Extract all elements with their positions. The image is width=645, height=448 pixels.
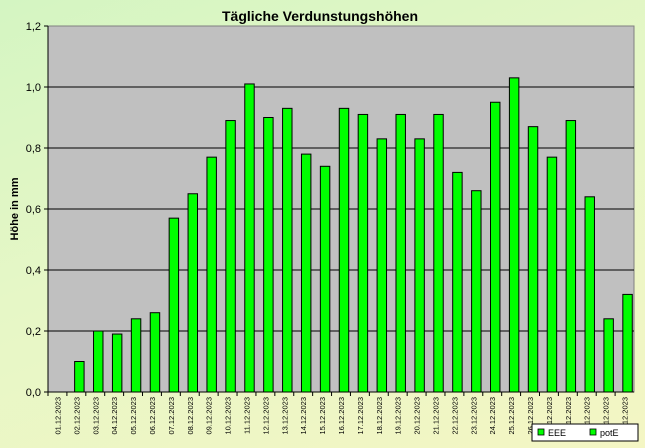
chart-title: Tägliche Verdunstungshöhen: [222, 8, 418, 24]
x-tick-label: 26.12.2023: [526, 397, 535, 435]
bar-potE: [622, 293, 633, 393]
bar-potE: [206, 156, 217, 393]
x-tick-label: 20.12.2023: [413, 397, 422, 435]
bar-potE: [376, 138, 388, 393]
bar-potE: [93, 330, 104, 393]
legend-swatch-eee: [537, 428, 545, 436]
x-tick-label: 29.12.2023: [583, 397, 592, 435]
bar-potE: [111, 333, 123, 393]
x-tick-label: 15.12.2023: [318, 397, 327, 435]
x-tick-label: 27.12.2023: [545, 397, 554, 435]
legend-label-pote: potE: [600, 428, 619, 438]
bar-potE: [263, 117, 274, 393]
x-tick-label: 01.12.2023: [53, 397, 62, 435]
bar-potE: [527, 126, 539, 393]
bar-potE: [546, 156, 558, 393]
x-tick-label: 30.12.2023: [602, 397, 611, 435]
bar-potE: [452, 171, 463, 393]
x-tick-label: 08.12.2023: [186, 397, 195, 435]
bar-potE: [471, 190, 482, 393]
x-tick-label: 11.12.2023: [242, 397, 251, 434]
bar-potE: [508, 77, 520, 393]
y-tick-label: 0,2: [26, 326, 41, 338]
x-tick-label: 19.12.2023: [394, 397, 403, 435]
y-tick-label: 0,6: [26, 204, 41, 216]
bar-potE: [433, 113, 444, 393]
bar-potE: [603, 318, 614, 393]
x-tick-label: 12.12.2023: [261, 397, 270, 435]
bar-potE: [584, 196, 595, 393]
bar-potE: [395, 113, 406, 393]
x-tick-label: 17.12.2023: [356, 397, 365, 435]
legend: [531, 423, 639, 442]
bar-potE: [490, 101, 501, 393]
bar-potE: [130, 318, 142, 393]
x-tick-label: 16.12.2023: [337, 397, 346, 435]
bar-potE: [338, 107, 350, 393]
y-tick-label: 0,8: [26, 143, 41, 155]
bar-potE: [225, 120, 236, 393]
x-tick-label: 05.12.2023: [129, 397, 138, 435]
x-tick-label: 25.12.2023: [507, 397, 516, 435]
legend-swatch-pote: [589, 428, 597, 436]
y-tick-label: 1,2: [26, 21, 41, 33]
x-tick-label: 18.12.2023: [375, 397, 384, 435]
bar-potE: [244, 83, 255, 393]
x-tick-label: 21.12.2023: [432, 397, 441, 435]
x-tick-label: 02.12.2023: [72, 397, 81, 435]
y-axis-label: Höhe in mm: [9, 177, 21, 240]
y-tick-label: 0,0: [26, 387, 41, 399]
bar-potE: [319, 165, 331, 393]
y-tick-label: 1,0: [26, 82, 41, 94]
bar-potE: [414, 138, 425, 393]
x-tick-label: 10.12.2023: [224, 397, 233, 435]
x-tick-label: 09.12.2023: [205, 397, 214, 435]
legend-label-eee: EEE: [548, 428, 566, 438]
bar-potE: [168, 217, 180, 393]
bar-potE: [282, 107, 293, 393]
x-tick-label: 23.12.2023: [469, 397, 478, 435]
x-tick-label: 07.12.2023: [167, 397, 176, 435]
x-tick-label: 14.12.2023: [299, 397, 308, 435]
bar-potE: [300, 153, 312, 393]
bar-potE: [187, 193, 198, 393]
bar-potE: [357, 113, 369, 393]
bar-potE: [149, 312, 161, 393]
x-tick-label: 24.12.2023: [488, 397, 497, 435]
x-tick-label: 22.12.2023: [450, 397, 459, 435]
y-tick-label: 0,4: [26, 265, 41, 277]
x-tick-label: 04.12.2023: [110, 397, 119, 435]
x-tick-label: 31.12.2023: [621, 397, 630, 435]
x-tick-label: 03.12.2023: [91, 397, 100, 435]
x-tick-label: 28.12.2023: [564, 397, 573, 435]
bar-potE: [74, 361, 85, 393]
x-tick-label: 06.12.2023: [148, 397, 157, 435]
x-tick-label: 13.12.2023: [280, 397, 289, 435]
bar-potE: [565, 120, 577, 393]
